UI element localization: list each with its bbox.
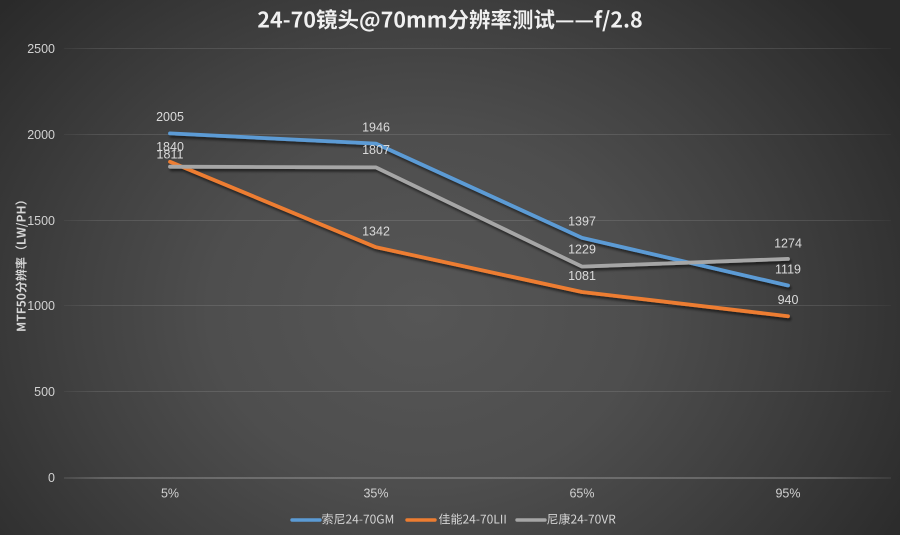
svg-text:1274: 1274 — [774, 236, 802, 250]
svg-text:0: 0 — [48, 471, 55, 485]
svg-text:1119: 1119 — [775, 262, 801, 276]
svg-text:940: 940 — [778, 293, 799, 307]
svg-text:2005: 2005 — [156, 110, 184, 124]
svg-text:35%: 35% — [363, 486, 388, 500]
svg-text:1342: 1342 — [362, 224, 390, 238]
svg-text:95%: 95% — [775, 486, 800, 500]
svg-text:1397: 1397 — [568, 214, 596, 228]
svg-text:1229: 1229 — [568, 242, 596, 256]
svg-text:500: 500 — [34, 385, 55, 399]
svg-text:1807: 1807 — [362, 143, 390, 157]
svg-text:1946: 1946 — [362, 120, 390, 134]
svg-text:5%: 5% — [161, 486, 179, 500]
svg-text:2000: 2000 — [27, 128, 55, 142]
svg-text:1811: 1811 — [157, 147, 184, 161]
svg-text:2500: 2500 — [27, 42, 55, 56]
svg-text:1500: 1500 — [27, 214, 55, 228]
svg-text:1000: 1000 — [27, 299, 55, 313]
svg-text:1081: 1081 — [568, 269, 596, 283]
svg-text:1840: 1840 — [156, 140, 184, 154]
svg-text:65%: 65% — [569, 486, 594, 500]
